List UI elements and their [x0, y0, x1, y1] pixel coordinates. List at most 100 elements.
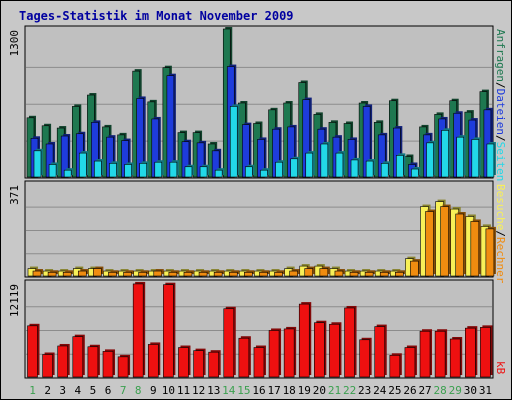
top-bar-seiten-day-19 [305, 151, 315, 178]
middle-bar-rechner-day-25 [395, 270, 406, 277]
bottom-bar-kb-day-9-face [147, 344, 159, 378]
top-bar-seiten-day-21-face [335, 152, 344, 178]
middle-bar-rechner-day-2 [47, 270, 59, 277]
middle-bar-rechner-day-2-face [47, 271, 57, 277]
top-bar-seiten-day-8-face [139, 163, 147, 178]
middle-bar-rechner-day-17-face [274, 271, 283, 277]
legend-anfragen: Anfragen [494, 29, 507, 82]
legend-dateien: Dateien [494, 89, 507, 135]
legend-separator: / [494, 135, 507, 142]
bottom-bar-kb-day-18 [283, 326, 297, 378]
middle-bar-rechner-day-13 [213, 270, 225, 277]
top-bar-seiten-day-11 [184, 164, 194, 178]
day-label: 18 [283, 384, 296, 397]
top-bar-seiten-day-6-face [109, 163, 117, 178]
top-bar-seiten-day-6 [109, 161, 119, 178]
top-bar-seiten-day-22 [350, 157, 361, 178]
middle-bar-rechner-day-28 [440, 204, 451, 277]
top-bar-seiten-day-5-face [94, 160, 102, 178]
bottom-bar-kb-day-25-face [389, 354, 401, 378]
top-bar-seiten-day-10 [169, 160, 179, 178]
bottom-bar-kb-day-5-face [87, 346, 99, 378]
day-label: 28 [434, 384, 447, 397]
middle-bar-rechner-day-6-face [108, 271, 117, 277]
day-label: 3 [59, 384, 66, 397]
top-bar-seiten-day-22-face [350, 159, 359, 178]
bottom-bar-kb-day-18-face [283, 328, 295, 378]
middle-bar-rechner-day-20 [319, 266, 330, 277]
bottom-bar-kb-day-8 [132, 281, 146, 378]
middle-bar-rechner-day-12-face [198, 271, 208, 277]
middle-bar-rechner-day-19 [304, 266, 315, 277]
bottom-bar-kb-day-29 [449, 336, 463, 378]
middle-bar-rechner-day-24-face [379, 271, 389, 277]
day-label: 4 [75, 384, 82, 397]
bottom-bar-kb-day-22-face [344, 307, 355, 378]
top-bar-seiten-day-29-face [456, 136, 465, 178]
middle-bar-rechner-day-21 [334, 269, 345, 277]
top-bar-seiten-day-28 [441, 128, 451, 178]
bottom-bar-kb-day-25 [389, 353, 402, 378]
middle-bar-rechner-day-21-face [334, 270, 344, 277]
top-bar-seiten-day-2 [48, 162, 59, 178]
middle-bar-rechner-day-11-face [183, 271, 193, 277]
top-bar-seiten-day-18 [290, 156, 300, 178]
bottom-bar-kb-day-23-face [359, 339, 370, 378]
middle-bar-rechner-day-10-face [168, 271, 178, 277]
day-label: 29 [449, 384, 462, 397]
day-label: 1 [29, 384, 36, 397]
legend-kb: kB [494, 361, 507, 375]
day-label: 16 [252, 384, 265, 397]
middle-bar-rechner-day-8 [138, 270, 149, 277]
top-bar-seiten-day-24 [380, 161, 391, 178]
top-bar-seiten-day-18-face [290, 158, 298, 178]
bottom-bar-kb-day-3 [57, 343, 70, 378]
bottom-bar-kb-day-28 [434, 329, 448, 378]
top-bar-seiten-day-20-face [320, 143, 329, 178]
day-label: 5 [90, 384, 97, 397]
legend-bottom: kB [494, 361, 507, 375]
bottom-bar-kb-day-11-face [178, 347, 189, 378]
top-bar-seiten-day-25-face [396, 155, 404, 178]
top-bar-seiten-day-23 [365, 159, 376, 178]
day-label: 20 [313, 384, 326, 397]
middle-bar-rechner-day-13-face [213, 271, 223, 277]
bottom-bar-kb-day-10-face [163, 284, 174, 378]
top-bar-seiten-day-1-face [33, 150, 42, 178]
day-label: 27 [418, 384, 431, 397]
day-label: 25 [388, 384, 401, 397]
day-label: 2 [44, 384, 51, 397]
top-bar-seiten-day-1 [33, 148, 43, 178]
middle-bar-rechner-day-6 [108, 270, 119, 277]
top-bar-seiten-day-13 [214, 168, 225, 178]
middle-bar-rechner-day-30 [470, 219, 481, 277]
middle-bar-rechner-day-15-face [244, 271, 253, 277]
middle-bar-rechner-day-31-face [485, 228, 495, 277]
top-bar-seiten-day-15-face [245, 166, 253, 178]
top-bar-seiten-day-30-face [471, 139, 480, 178]
top-bar-seiten-day-27 [426, 140, 436, 178]
day-label: 7 [120, 384, 127, 397]
middle-bar-rechner-day-29-face [455, 213, 465, 277]
bottom-bar-kb-day-24 [374, 324, 387, 378]
top-bar-seiten-day-7 [124, 162, 134, 178]
bottom-bar-kb-day-9 [147, 342, 161, 378]
middle-bar-rechner-day-27-face [425, 211, 434, 277]
bottom-bar-kb-day-6-face [102, 351, 114, 378]
bottom-bar-kb-day-21 [329, 322, 342, 378]
top-bar-seiten-day-11-face [184, 166, 193, 178]
top-bar-seiten-day-23-face [365, 160, 374, 178]
top-bar-seiten-day-19-face [305, 152, 314, 178]
top-bar-seiten-day-16 [260, 168, 270, 178]
top-bar-seiten-day-4-face [78, 152, 87, 178]
middle-bar-rechner-day-3 [62, 270, 74, 277]
bottom-bar-kb-day-21-face [329, 323, 340, 378]
bottom-bar-kb-day-10 [163, 282, 176, 378]
middle-bar-rechner-day-18 [289, 269, 300, 277]
middle-bar-rechner-day-23-face [364, 271, 374, 277]
bottom-bar-kb-day-17 [268, 328, 282, 378]
top-bar-seiten-day-12 [199, 164, 210, 178]
chart-title: Tages-Statistik im Monat November 2009 [19, 9, 294, 23]
middle-bar-rechner-day-11 [183, 270, 194, 277]
middle-bar-rechner-day-14 [228, 270, 240, 277]
